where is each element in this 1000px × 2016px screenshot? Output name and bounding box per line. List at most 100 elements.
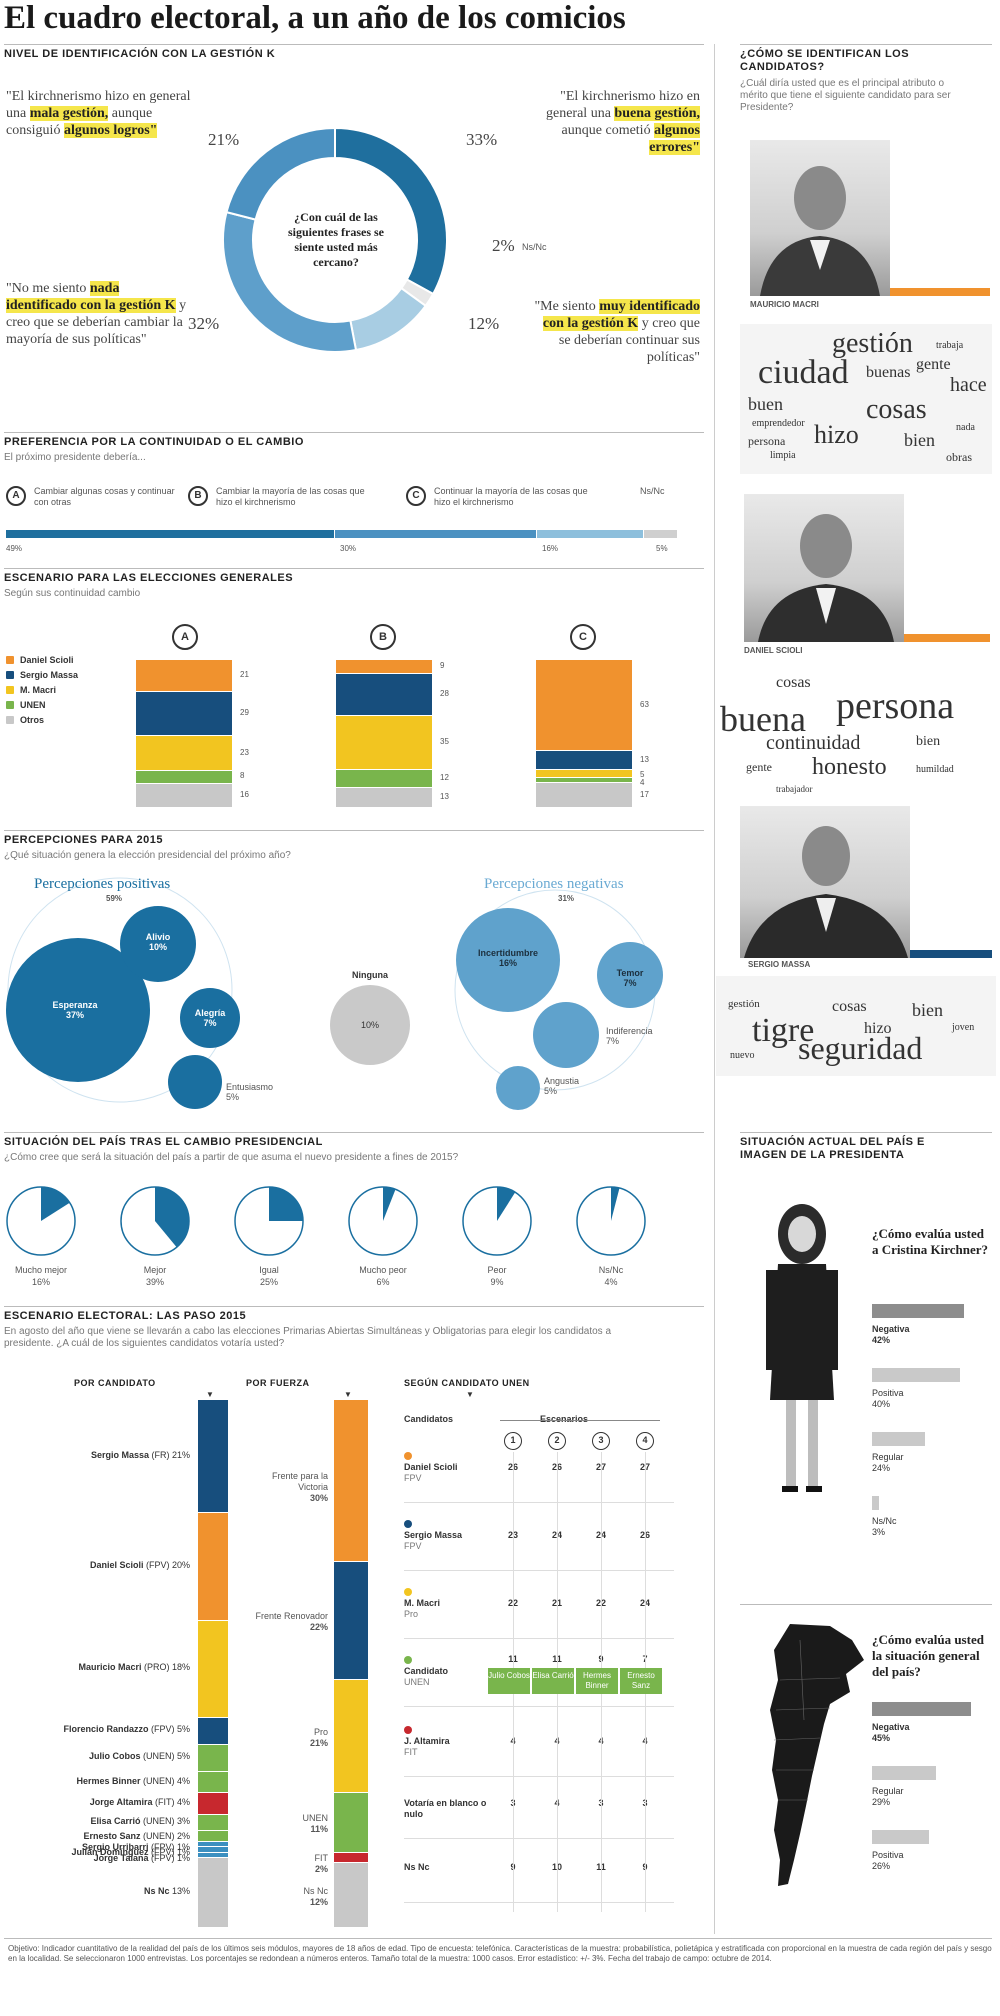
legend-swatch (6, 700, 14, 709)
negative-pct: 31% (558, 894, 575, 903)
bubble-label-pct: 7% (623, 978, 637, 988)
bubble-entusiasmo (168, 1055, 222, 1109)
cloud-word: cosas (776, 674, 811, 691)
arm-shape (826, 1270, 838, 1370)
option-b-text: Cambiar la mayoría de las cosas que hizo… (216, 486, 365, 507)
pie-caption-label: Igual (259, 1265, 279, 1275)
evaluation-label-pct: 3% (872, 1527, 886, 1537)
cloud-word: cosas (832, 998, 867, 1015)
section-rule (4, 830, 704, 831)
table-row-name: Candidato (404, 1666, 448, 1676)
sidebar-rule (740, 1604, 992, 1605)
table-row-divider (404, 1638, 674, 1639)
cfk-question: ¿Cómo evalúa usted a Cristina Kirchner? (872, 1226, 989, 1257)
force-label: FIT 2% (246, 1853, 329, 1875)
stack-value-label: 35 (440, 737, 449, 747)
sidebar-subtitle: ¿Cuál diría usted que es el principal at… (740, 78, 951, 113)
quote-text: "Me siento (534, 299, 600, 314)
table-cell: 11 (498, 1654, 528, 1664)
cloud-word: humildad (916, 764, 954, 775)
bubble-label-pct: 7% (203, 1018, 217, 1028)
scenario-number-badge: 3 (592, 1432, 610, 1450)
cloud-word: hizo (814, 420, 859, 449)
force-pct: 12% (309, 1896, 328, 1907)
cloud-word: trabaja (936, 340, 964, 351)
candidate-pct: 20% (169, 1560, 190, 1571)
candidate-label: Sergio Massa (FR) 21% (40, 1450, 190, 1461)
table-cell: 4 (542, 1798, 572, 1808)
cloud-word: nada (956, 422, 975, 433)
evaluation-label: Negativa 45% (872, 1722, 910, 1744)
legend-item: UNEN (6, 697, 78, 712)
pie-caption-pct: 25% (259, 1277, 278, 1287)
candidate-bar-segment (198, 1852, 228, 1857)
pie-slice (497, 1187, 516, 1221)
stack-segment (136, 660, 232, 692)
table-cell: 9 (630, 1862, 660, 1872)
option-a-text: Cambiar algunas cosas y continuar con ot… (34, 486, 175, 507)
evaluation-bar (872, 1496, 879, 1510)
table-cell: 11 (542, 1654, 572, 1664)
macri-bar (890, 288, 990, 296)
table-row-divider (404, 1706, 674, 1707)
quote-mala-gestion: "El kirchnerismo hizo en general una mal… (6, 88, 191, 139)
candidate-label: Julio Cobos (UNEN) 5% (40, 1751, 190, 1762)
cloud-word: obras (946, 450, 972, 464)
evaluation-label: Ns/Nc 3% (872, 1516, 897, 1538)
cloud-word: buena (720, 699, 806, 739)
table-cell: 26 (498, 1462, 528, 1472)
map-shape (770, 1624, 864, 1886)
bubble-label-angustia: Angustia 5% (544, 1076, 604, 1096)
cloud-word: cosas (866, 394, 927, 425)
candidate-party: (UNEN) (140, 1831, 175, 1842)
neutral-label: Ninguna (352, 970, 388, 980)
candidate-pct: 4% (174, 1797, 190, 1808)
bubble-esperanza (6, 938, 150, 1082)
candidate-party: (FPV) (143, 1560, 170, 1571)
candidate-name: Julio Cobos (88, 1751, 141, 1762)
table-row-divider (404, 1902, 674, 1903)
section-subtitle-percepciones: ¿Qué situación genera la elección presid… (4, 850, 291, 861)
pct-muy-identificado: 12% (468, 314, 500, 333)
candidate-label: Daniel Scioli (FPV) 20% (40, 1560, 190, 1571)
bubble-label-pct: 5% (226, 1092, 240, 1102)
legend-swatch (6, 685, 14, 694)
pref-pct-nsnc: 5% (656, 544, 668, 553)
force-name: Ns Nc (303, 1885, 329, 1896)
situation-pie (348, 1186, 418, 1256)
paso-bars: Sergio Massa (FR) 21% Daniel Scioli (FPV)… (40, 1400, 368, 1927)
argentina-map (770, 1624, 864, 1886)
candidate-bar-segment (198, 1620, 228, 1717)
candidate-pct: 18% (169, 1662, 190, 1673)
section-subtitle-situacion: ¿Cómo cree que será la situación del paí… (4, 1152, 459, 1163)
stack-value-label: 16 (240, 789, 249, 799)
sidebar-rule (740, 44, 992, 45)
stack-segment (536, 770, 632, 777)
table-cell: 27 (630, 1462, 660, 1472)
negative-title: Percepciones negativas (484, 876, 624, 892)
preference-bar (6, 530, 678, 538)
legend-label: Daniel Scioli (20, 654, 74, 665)
candidate-party: (FPV) (148, 1852, 175, 1863)
stack-segment (536, 660, 632, 751)
pie-slice (383, 1187, 396, 1221)
scenario-number-badge: 4 (636, 1432, 654, 1450)
cloud-word: honesto (812, 754, 887, 780)
candidate-name: Mauricio Macri (78, 1662, 142, 1673)
table-cell: 27 (586, 1462, 616, 1472)
shirt-shape (816, 898, 836, 932)
table-cell: 10 (542, 1862, 572, 1872)
candidate-label: Elisa Carrió (UNEN) 3% (40, 1816, 190, 1827)
quote-text: y creo que se deberían cambiar la mayorí… (6, 298, 187, 347)
stack-segment (136, 736, 232, 771)
stack-segment (536, 751, 632, 770)
table-cell: 9 (498, 1862, 528, 1872)
evaluation-label-text: Positiva (872, 1388, 904, 1398)
candidate-pct: 13% (169, 1885, 190, 1896)
candidate-name: Ns Nc (143, 1885, 170, 1896)
scenario-col-badge-c: C (570, 624, 596, 650)
face-shape (788, 1216, 816, 1252)
quote-highlight: mala gestión, (29, 106, 109, 121)
option-a: A Cambiar algunas cosas y continuar con … (6, 486, 181, 508)
force-pct: 22% (309, 1621, 328, 1632)
